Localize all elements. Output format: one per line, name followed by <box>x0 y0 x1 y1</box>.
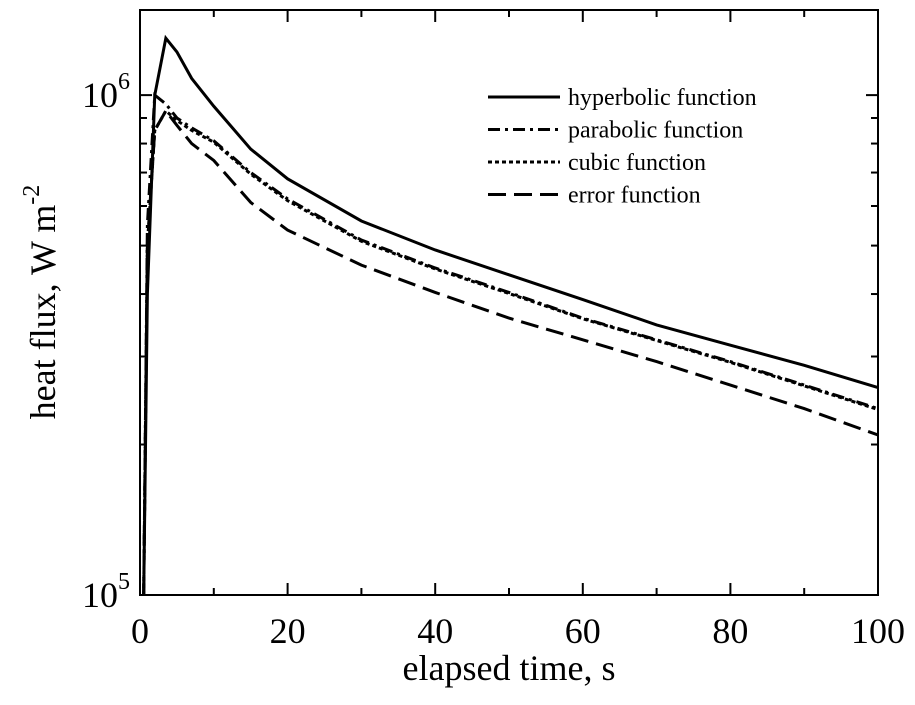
x-tick-label: 20 <box>270 611 306 651</box>
y-axis-label: heat flux, W m-2 <box>19 185 63 420</box>
x-tick-label: 80 <box>712 611 748 651</box>
x-tick-label: 100 <box>851 611 905 651</box>
x-tick-label: 40 <box>417 611 453 651</box>
legend-label: cubic function <box>568 150 706 176</box>
y-tick-label-exponent: 6 <box>118 69 130 95</box>
legend-label: error function <box>568 183 701 209</box>
y-axis-label-exponent: -2 <box>19 185 45 205</box>
x-tick-label: 0 <box>131 611 149 651</box>
y-tick-label-exponent: 5 <box>118 569 130 595</box>
legend-label: parabolic function <box>568 118 743 144</box>
data-line <box>142 34 878 595</box>
data-line <box>142 108 878 595</box>
y-tick-label: 105 <box>82 569 130 615</box>
x-tick-label: 60 <box>565 611 601 651</box>
y-tick-label: 106 <box>82 69 130 115</box>
y-tick-label-base: 10 <box>82 75 118 115</box>
data-line <box>142 108 878 595</box>
y-tick-label-base: 10 <box>82 575 118 615</box>
data-line <box>142 92 878 595</box>
x-axis-label: elapsed time, s <box>403 648 616 688</box>
legend-label: hyperbolic function <box>568 85 757 111</box>
y-axis-label-text: heat flux, W m <box>23 205 63 420</box>
